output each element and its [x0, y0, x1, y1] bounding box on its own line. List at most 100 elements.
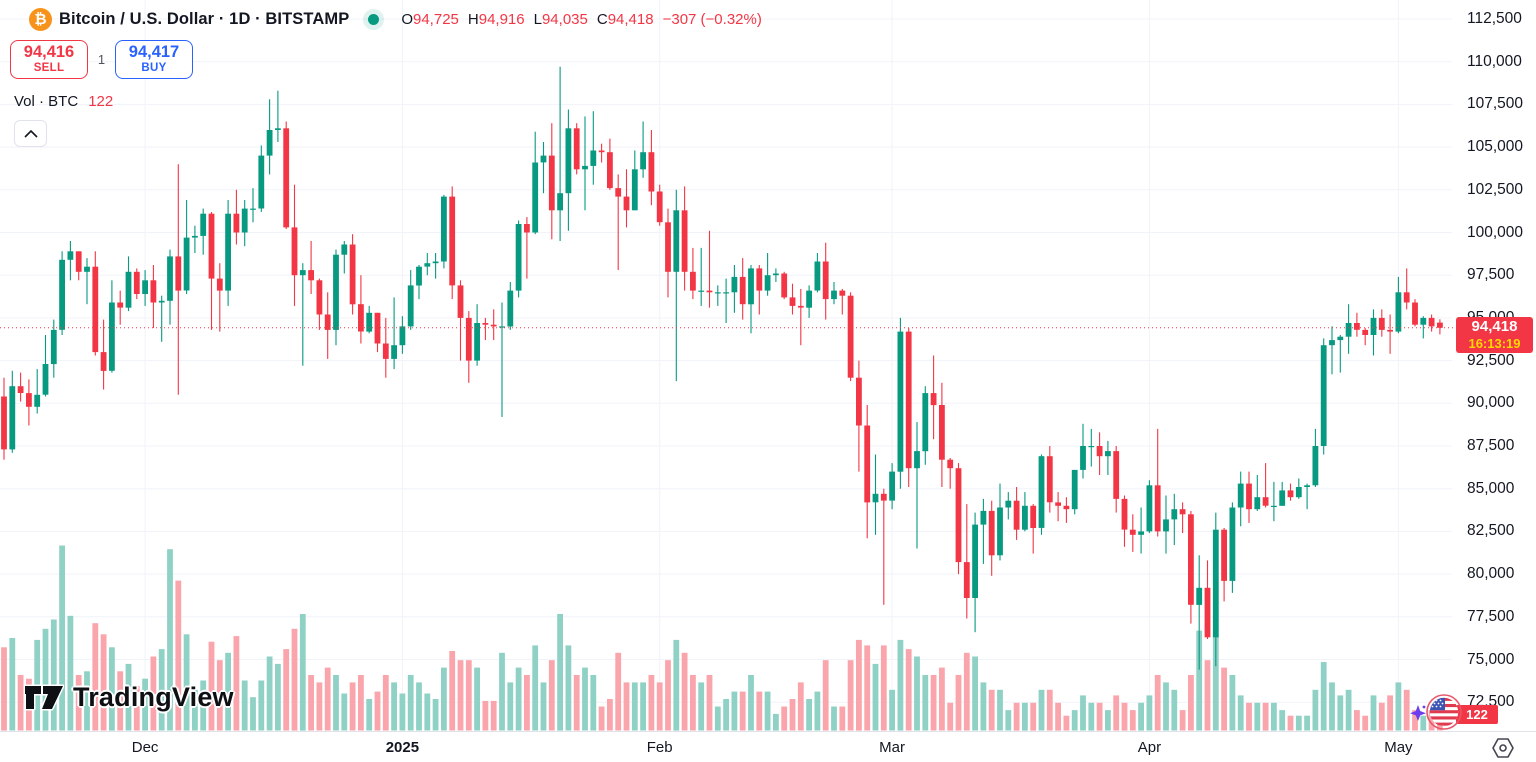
volume-bar: [739, 691, 746, 731]
candle-body: [997, 507, 1003, 556]
candle-body: [142, 280, 148, 294]
volume-bar: [1, 647, 7, 731]
candle-body: [200, 213, 207, 236]
volume-bar: [1254, 702, 1261, 731]
candle-body: [109, 302, 115, 371]
price-axis[interactable]: 94,418 16:13:19 122 112,500 110,000 107,50…: [1455, 0, 1536, 731]
candle-body: [125, 271, 132, 308]
sell-button[interactable]: 94,416 SELL: [10, 40, 88, 79]
candlestick-chart-canvas[interactable]: [0, 0, 1455, 731]
candle-body: [17, 386, 24, 393]
volume-bar: [1378, 702, 1385, 731]
candle-body: [532, 162, 539, 233]
volume-bar: [997, 689, 1003, 731]
candle-body: [756, 268, 763, 291]
time-axis[interactable]: Dec 2025 Feb Mar Apr May: [0, 731, 1536, 762]
price-tick-label: 87,500: [1467, 437, 1515, 454]
volume-bar: [482, 700, 489, 731]
volume-bar: [914, 656, 920, 731]
candle-body: [333, 254, 339, 330]
candle-body: [233, 213, 240, 233]
volume-bar: [615, 652, 622, 731]
candle-body: [316, 280, 323, 315]
candle-body: [1154, 485, 1161, 532]
volume-bar: [1063, 715, 1070, 731]
volume-bar: [1088, 702, 1095, 731]
volume-bar: [880, 645, 887, 731]
volume-bar: [1071, 710, 1078, 731]
volume-bar: [391, 682, 397, 731]
candle-body: [540, 155, 547, 163]
volume-bar: [142, 678, 148, 731]
volume-bar: [1171, 689, 1178, 731]
scale-settings-button[interactable]: [1489, 736, 1517, 760]
candle-body: [698, 290, 705, 292]
candle-body: [283, 128, 290, 228]
volume-bar: [623, 682, 630, 731]
symbol-title[interactable]: Bitcoin / U.S. Dollar · 1D · BITSTAMP: [59, 10, 350, 28]
volume-bar: [341, 693, 348, 731]
candle-body: [814, 261, 821, 291]
candle-body: [465, 317, 472, 361]
buy-button[interactable]: 94,417 BUY: [115, 40, 193, 79]
candle-body: [84, 266, 90, 272]
candle-body: [192, 235, 198, 238]
volume-bar: [797, 682, 804, 731]
time-tick-label: Apr: [1137, 739, 1162, 756]
volume-bar: [706, 675, 713, 731]
candle-body: [1, 396, 7, 450]
sell-price: 94,416: [23, 43, 75, 62]
candle-body: [1395, 292, 1402, 332]
candle-body: [665, 222, 671, 272]
volume-bar: [316, 682, 323, 731]
volume-study-label: Vol · BTC: [14, 93, 79, 110]
time-tick-label: Mar: [879, 739, 906, 756]
volume-bar: [407, 675, 414, 731]
candle-body: [1320, 345, 1327, 446]
candle-body: [1046, 456, 1053, 503]
candle-body: [225, 213, 231, 291]
chart-header: ₿ Bitcoin / U.S. Dollar · 1D · BITSTAMP …: [0, 0, 900, 160]
volume-bar: [283, 649, 290, 731]
volume-bar: [42, 628, 49, 731]
candle-body: [640, 152, 646, 170]
volume-bar: [499, 652, 505, 731]
volume-bar: [349, 682, 356, 731]
candle-body: [1005, 500, 1012, 508]
volume-bar: [1005, 710, 1012, 731]
volume-bar: [1337, 695, 1344, 731]
volume-bar: [100, 634, 107, 731]
volume-bar: [1412, 710, 1418, 731]
volume-bar: [1022, 702, 1028, 731]
candle-body: [1354, 323, 1360, 330]
candle-body: [914, 451, 920, 469]
candle-body: [922, 393, 929, 452]
sell-label: SELL: [33, 62, 65, 75]
volume-bar: [515, 667, 522, 731]
candle-body: [9, 386, 16, 450]
volume-bar: [1188, 675, 1194, 731]
price-tick-label: 110,000: [1467, 52, 1522, 70]
candle-body: [291, 227, 298, 276]
candle-body: [797, 305, 804, 308]
candle-body: [1287, 490, 1294, 498]
candle-body: [150, 280, 157, 303]
volume-bar: [59, 545, 65, 731]
volume-bar: [1030, 702, 1037, 731]
volume-bar: [125, 663, 132, 731]
time-tick-label: May: [1384, 739, 1413, 756]
volume-bar: [748, 675, 754, 731]
candle-body: [1196, 587, 1203, 605]
candle-body: [1121, 498, 1128, 530]
volume-bar: [200, 680, 207, 731]
candle-countdown: 16:13:19: [1468, 336, 1521, 352]
candle-body: [1146, 485, 1153, 532]
candle-body: [598, 150, 605, 153]
volume-bar: [1262, 702, 1269, 731]
candle-body: [1163, 519, 1169, 532]
price-tick-label: 90,000: [1467, 394, 1515, 412]
volume-bar: [773, 713, 779, 731]
candle-body: [1337, 336, 1344, 341]
collapse-panel-button[interactable]: [14, 120, 47, 147]
volume-bar: [92, 623, 99, 731]
